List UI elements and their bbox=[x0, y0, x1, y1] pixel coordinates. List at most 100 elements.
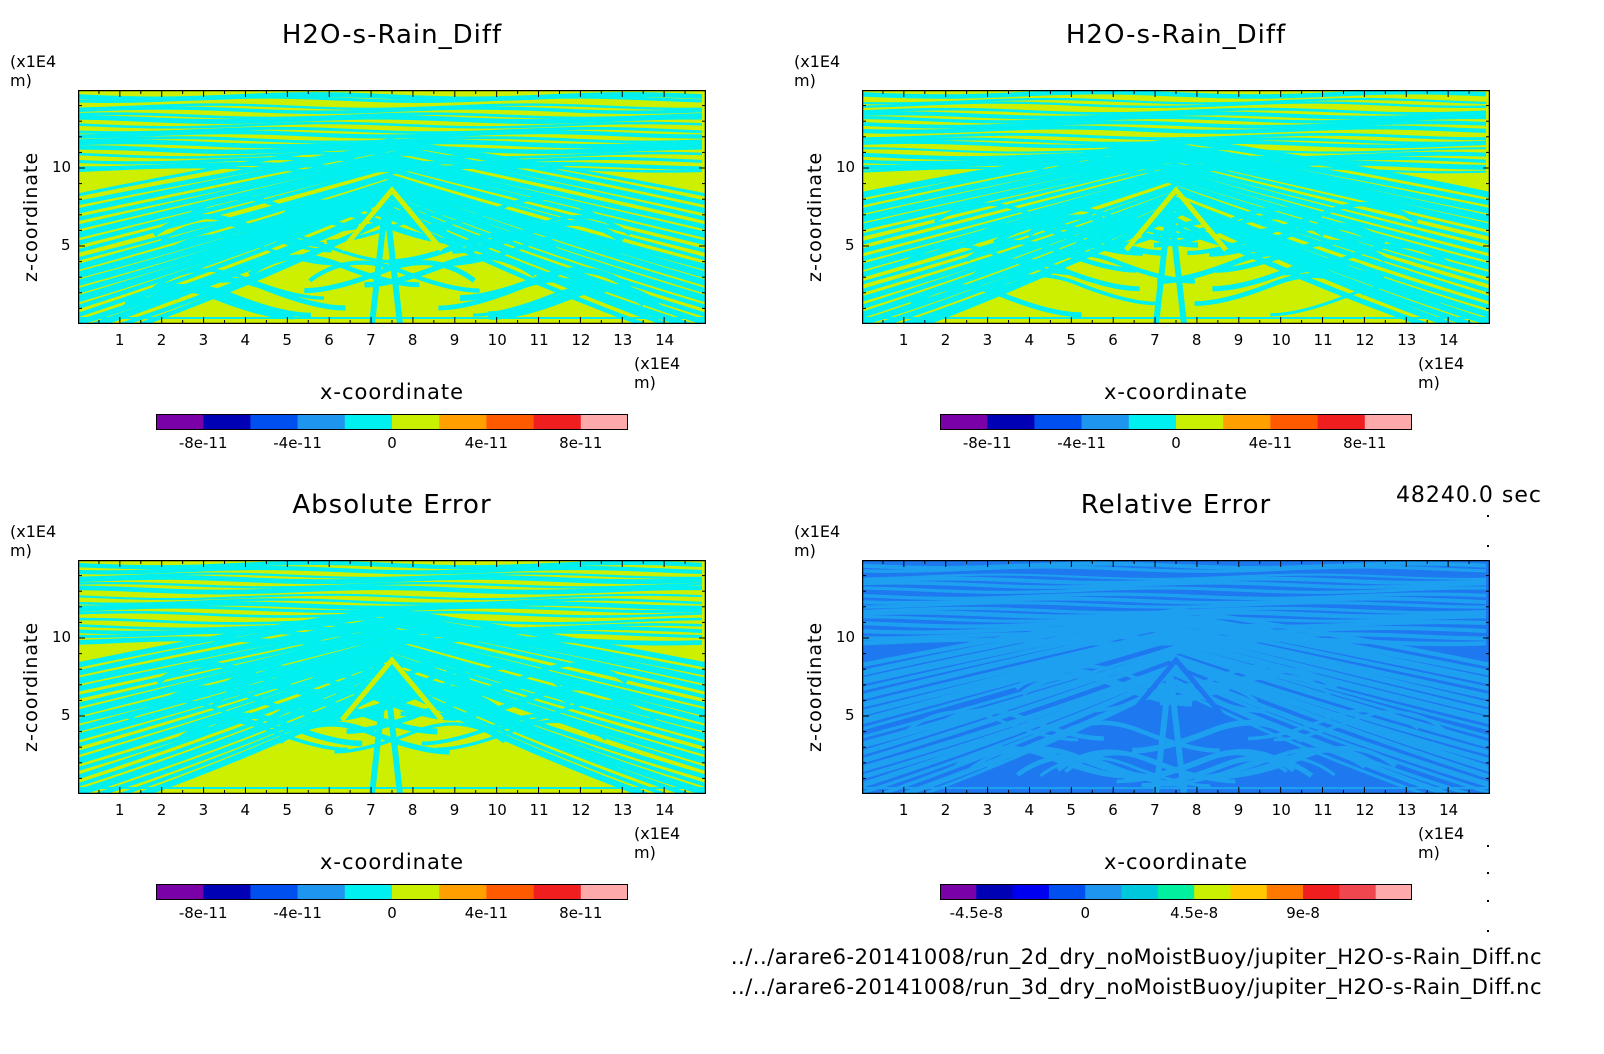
colorbar-swatch bbox=[1085, 884, 1123, 900]
colorbar-swatch bbox=[203, 414, 251, 430]
x-tick-label: 8 bbox=[407, 801, 418, 819]
x-tick-label: 6 bbox=[324, 331, 334, 349]
colorbar-swatch bbox=[987, 414, 1035, 430]
colorbar-swatch bbox=[580, 884, 628, 900]
x-tick-label: 9 bbox=[1233, 801, 1244, 819]
colorbar-swatch bbox=[940, 414, 988, 430]
x-tick-label: 12 bbox=[1355, 801, 1375, 819]
x-tick-label: 2 bbox=[156, 331, 167, 349]
marker-dot bbox=[1487, 545, 1489, 547]
x-unit-label: (x1E4 m) bbox=[1418, 824, 1465, 862]
colorbar-swatch bbox=[486, 884, 535, 900]
x-tick-label: 7 bbox=[366, 801, 376, 819]
colorbar bbox=[156, 884, 628, 900]
x-axis-label: x-coordinate bbox=[1103, 380, 1248, 404]
colorbar-swatch bbox=[1157, 884, 1195, 900]
x-axis-label: x-coordinate bbox=[319, 850, 464, 874]
file-path-3d: ../../arare6-20141008/run_3d_dry_noMoist… bbox=[730, 975, 1542, 999]
x-tick-label: 1 bbox=[898, 801, 909, 819]
y-tick-label: 5 bbox=[61, 236, 71, 254]
x-tick-label: 7 bbox=[1150, 331, 1160, 349]
x-axis-label: x-coordinate bbox=[1103, 850, 1248, 874]
x-tick-label: 2 bbox=[156, 801, 167, 819]
colorbar-swatch bbox=[392, 884, 440, 900]
x-tick-label: 13 bbox=[613, 331, 633, 349]
x-tick-label: 3 bbox=[982, 331, 993, 349]
x-tick-label: 3 bbox=[198, 801, 209, 819]
y-tick-label: 5 bbox=[845, 706, 855, 724]
x-tick-label: 9 bbox=[449, 801, 460, 819]
colorbar-swatch bbox=[392, 414, 440, 430]
colorbar-swatch bbox=[486, 414, 535, 430]
y-tick-label: 5 bbox=[845, 236, 855, 254]
colorbar-swatch bbox=[1194, 884, 1231, 900]
colorbar-label: 4e-11 bbox=[1248, 434, 1293, 452]
x-tick-label: 4 bbox=[1024, 801, 1034, 819]
x-tick-label: 5 bbox=[1066, 331, 1076, 349]
colorbar-label: -4.5e-8 bbox=[949, 904, 1004, 922]
colorbar-swatch bbox=[156, 414, 204, 430]
panel-title: Absolute Error bbox=[292, 490, 492, 520]
y-unit-label: (x1E4 m) bbox=[794, 52, 841, 90]
colorbar-swatch bbox=[1012, 884, 1050, 900]
colorbar-label: -8e-11 bbox=[178, 904, 228, 922]
colorbar-label: 8e-11 bbox=[1343, 434, 1387, 452]
x-tick-label: 12 bbox=[571, 801, 591, 819]
y-tick-label: 10 bbox=[52, 158, 72, 176]
colorbar-swatch bbox=[1121, 884, 1159, 900]
marker-dot bbox=[1487, 515, 1489, 517]
colorbar-swatch bbox=[1303, 884, 1340, 900]
x-axis-label: x-coordinate bbox=[319, 380, 464, 404]
field-pattern bbox=[862, 90, 1490, 324]
x-tick-label: 2 bbox=[940, 331, 951, 349]
x-tick-label: 13 bbox=[1397, 801, 1417, 819]
x-tick-label: 6 bbox=[324, 801, 334, 819]
field-plot bbox=[862, 90, 1490, 324]
colorbar-swatch bbox=[1364, 414, 1412, 430]
x-tick-label: 11 bbox=[529, 801, 549, 819]
colorbar-swatch bbox=[1081, 414, 1130, 430]
y-axis-label: z-coordinate bbox=[20, 621, 42, 752]
x-tick-label: 8 bbox=[1191, 801, 1202, 819]
x-tick-label: 10 bbox=[487, 331, 507, 349]
colorbar-swatch bbox=[1230, 884, 1268, 900]
marker-dot bbox=[1487, 872, 1489, 874]
x-tick-label: 12 bbox=[571, 331, 591, 349]
colorbar-swatch bbox=[250, 884, 299, 900]
colorbar-label: 0 bbox=[387, 904, 397, 922]
x-tick-label: 5 bbox=[282, 801, 292, 819]
y-axis-label: z-coordinate bbox=[804, 151, 826, 282]
field-plot bbox=[78, 560, 706, 794]
x-tick-label: 10 bbox=[1271, 331, 1291, 349]
x-tick-label: 4 bbox=[240, 331, 250, 349]
marker-dot bbox=[1487, 845, 1489, 847]
colorbar-frame bbox=[940, 414, 1412, 430]
x-tick-label: 4 bbox=[240, 801, 250, 819]
panel-title: H2O-s-Rain_Diff bbox=[281, 20, 503, 50]
colorbar bbox=[940, 884, 1412, 900]
x-tick-label: 14 bbox=[655, 331, 675, 349]
y-unit-label: (x1E4 m) bbox=[10, 52, 57, 90]
x-tick-label: 4 bbox=[1024, 331, 1034, 349]
x-tick-label: 13 bbox=[1397, 331, 1417, 349]
colorbar-label: 4e-11 bbox=[464, 904, 509, 922]
colorbar-swatch bbox=[156, 884, 204, 900]
marker-dot bbox=[1487, 930, 1489, 932]
colorbar-label: 8e-11 bbox=[559, 904, 603, 922]
x-tick-label: 11 bbox=[1313, 331, 1333, 349]
x-tick-label: 14 bbox=[1439, 801, 1459, 819]
x-tick-label: 9 bbox=[449, 331, 460, 349]
panel-title: H2O-s-Rain_Diff bbox=[1065, 20, 1287, 50]
colorbar-label: 0 bbox=[1080, 904, 1090, 922]
colorbar-swatch bbox=[1223, 414, 1271, 430]
file-path-2d: ../../arare6-20141008/run_2d_dry_noMoist… bbox=[730, 945, 1542, 969]
colorbar-swatch bbox=[940, 884, 977, 900]
x-unit-label: (x1E4 m) bbox=[634, 824, 681, 862]
x-tick-label: 8 bbox=[407, 331, 418, 349]
y-unit-label: (x1E4 m) bbox=[10, 522, 57, 560]
colorbar-swatch bbox=[250, 414, 299, 430]
field-plot bbox=[78, 90, 706, 324]
colorbar bbox=[156, 414, 628, 430]
y-tick-label: 5 bbox=[61, 706, 71, 724]
x-tick-label: 5 bbox=[282, 331, 292, 349]
